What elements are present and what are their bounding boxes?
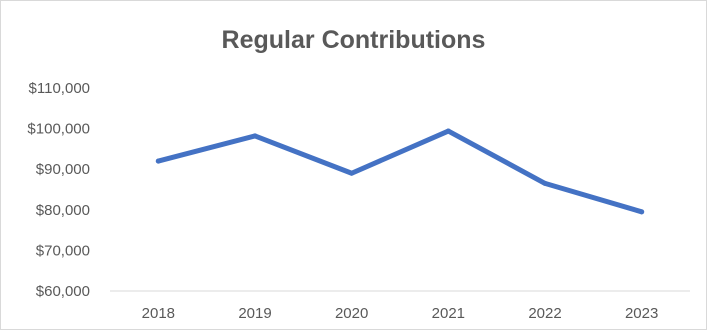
y-tick-label: $100,000 <box>27 121 90 138</box>
data-point <box>639 209 645 215</box>
x-tick-label: 2022 <box>528 305 561 322</box>
x-tick-label: 2020 <box>335 305 368 322</box>
x-tick-label: 2023 <box>625 305 658 322</box>
chart-title: Regular Contributions <box>221 26 486 54</box>
y-tick-label: $60,000 <box>36 283 90 300</box>
data-point <box>445 128 451 134</box>
data-point <box>155 158 161 164</box>
x-tick-label: 2018 <box>142 305 175 322</box>
data-point <box>542 180 548 186</box>
series-line <box>155 128 645 215</box>
data-point <box>252 133 258 139</box>
x-tick-label: 2021 <box>432 305 465 322</box>
data-point <box>349 170 355 176</box>
y-tick-label: $90,000 <box>36 161 90 178</box>
y-tick-label: $110,000 <box>29 80 90 97</box>
x-tick-label: 2019 <box>238 305 271 322</box>
y-tick-label: $80,000 <box>36 202 90 219</box>
y-tick-label: $70,000 <box>36 242 90 259</box>
